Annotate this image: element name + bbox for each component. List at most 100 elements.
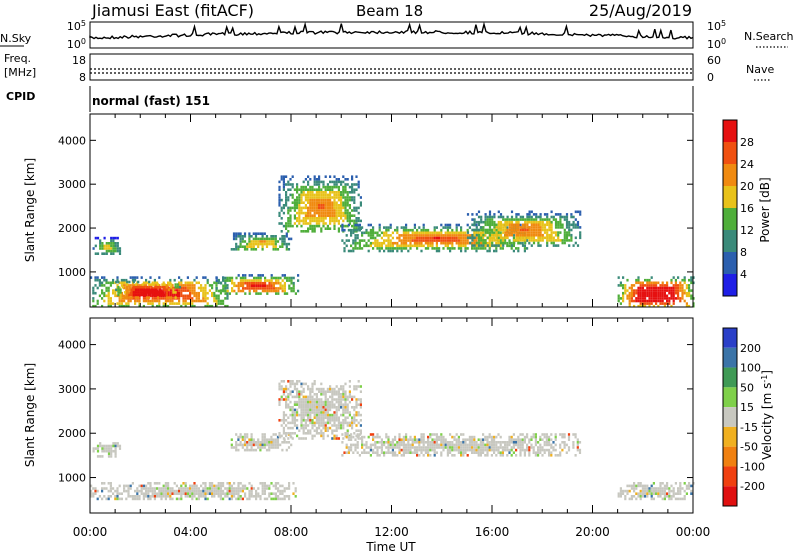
velocity-cell <box>446 454 449 457</box>
power-cell <box>272 245 275 248</box>
velocity-cell <box>293 382 296 386</box>
velocity-cell <box>561 433 564 436</box>
power-cell <box>526 213 529 216</box>
power-cell <box>232 232 236 235</box>
velocity-cell <box>127 492 130 495</box>
power-cell <box>134 302 137 305</box>
power-cell <box>455 236 458 240</box>
velocity-cell <box>559 443 562 447</box>
power-cell <box>248 274 251 277</box>
velocity-cell <box>261 487 264 490</box>
power-cell <box>274 242 277 246</box>
velocity-cell <box>440 451 443 454</box>
velocity-cell <box>333 390 336 393</box>
power-cell <box>488 249 491 253</box>
power-cell <box>663 297 666 300</box>
velocity-cell <box>300 416 303 419</box>
power-cell <box>579 213 582 216</box>
velocity-cell <box>356 441 359 444</box>
velocity-cell <box>239 487 242 490</box>
power-cell <box>486 249 489 253</box>
power-cell <box>170 285 173 289</box>
power-cell <box>315 224 318 228</box>
power-cell <box>427 241 430 245</box>
velocity-cell <box>347 446 350 449</box>
velocity-cell <box>94 487 97 490</box>
velocity-cell <box>497 441 500 444</box>
velocity-cell <box>248 492 251 495</box>
power-cell <box>331 204 334 207</box>
velocity-cell <box>304 382 307 386</box>
power-cell <box>506 218 509 221</box>
power-cell <box>541 223 544 227</box>
power-cell <box>169 281 172 285</box>
power-cell <box>139 285 142 289</box>
velocity-cell <box>326 398 329 401</box>
power-cell <box>291 206 294 210</box>
power-cell <box>184 299 187 303</box>
velocity-cell <box>248 443 251 447</box>
velocity-cell <box>398 448 401 452</box>
power-cell <box>107 299 110 303</box>
power-cell <box>280 178 283 181</box>
velocity-cell <box>127 484 130 488</box>
power-cell <box>165 288 168 292</box>
velocity-cell <box>359 398 362 401</box>
power-cell <box>313 211 316 215</box>
power-cell <box>322 224 325 228</box>
power-cell <box>460 228 463 232</box>
velocity-cell <box>109 484 112 488</box>
power-cell <box>202 289 205 292</box>
power-cell <box>402 244 405 248</box>
velocity-cell <box>561 435 564 439</box>
power-cell <box>340 224 343 228</box>
power-cell <box>365 231 368 235</box>
power-cell <box>427 231 430 235</box>
power-cell <box>409 247 412 250</box>
power-cell <box>451 228 454 232</box>
velocity-cell <box>537 451 540 454</box>
power-cell <box>285 227 288 230</box>
power-cell <box>329 175 332 178</box>
velocity-cell <box>274 482 277 485</box>
power-cell <box>309 224 312 228</box>
velocity-cell <box>296 390 299 393</box>
power-cell <box>154 291 157 294</box>
velocity-cell <box>418 446 421 449</box>
power-cell <box>655 299 658 303</box>
velocity-cell <box>326 421 329 425</box>
power-cell <box>530 236 533 240</box>
power-cell <box>510 220 514 224</box>
velocity-cell <box>420 435 423 439</box>
power-cell <box>161 293 164 297</box>
power-cell <box>515 228 518 232</box>
power-cell <box>313 214 316 217</box>
power-cell <box>282 206 285 210</box>
velocity-cell <box>270 443 273 447</box>
velocity-cell <box>291 382 294 386</box>
power-cell <box>130 296 133 299</box>
power-cell <box>204 304 207 308</box>
velocity-cell <box>162 495 165 498</box>
power-cell <box>532 239 536 242</box>
power-cell <box>333 198 336 202</box>
velocity-cell <box>169 492 172 495</box>
power-cell <box>455 239 458 242</box>
velocity-cell <box>315 426 318 430</box>
velocity-cell <box>274 443 277 447</box>
velocity-cell <box>451 448 454 452</box>
power-cell <box>281 242 284 246</box>
velocity-cell <box>468 441 471 444</box>
velocity-cell <box>171 492 174 495</box>
power-cell <box>344 198 347 202</box>
velocity-cell <box>679 492 682 495</box>
power-cell <box>120 302 123 305</box>
power-cell <box>351 188 354 191</box>
velocity-cell <box>523 451 526 454</box>
power-cell <box>282 224 285 228</box>
velocity-cell <box>344 432 347 435</box>
velocity-cell <box>285 403 288 406</box>
velocity-cell <box>213 487 216 490</box>
velocity-cell <box>285 400 288 404</box>
velocity-cell <box>490 454 493 457</box>
